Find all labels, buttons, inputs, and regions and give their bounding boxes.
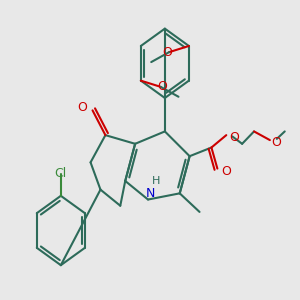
Text: O: O [158, 80, 168, 93]
Text: O: O [221, 165, 231, 178]
Text: H: H [152, 176, 160, 186]
Text: N: N [145, 187, 155, 200]
Text: O: O [271, 136, 281, 149]
Text: Cl: Cl [55, 167, 67, 180]
Text: O: O [162, 46, 172, 59]
Text: O: O [229, 131, 239, 144]
Text: O: O [78, 101, 88, 114]
